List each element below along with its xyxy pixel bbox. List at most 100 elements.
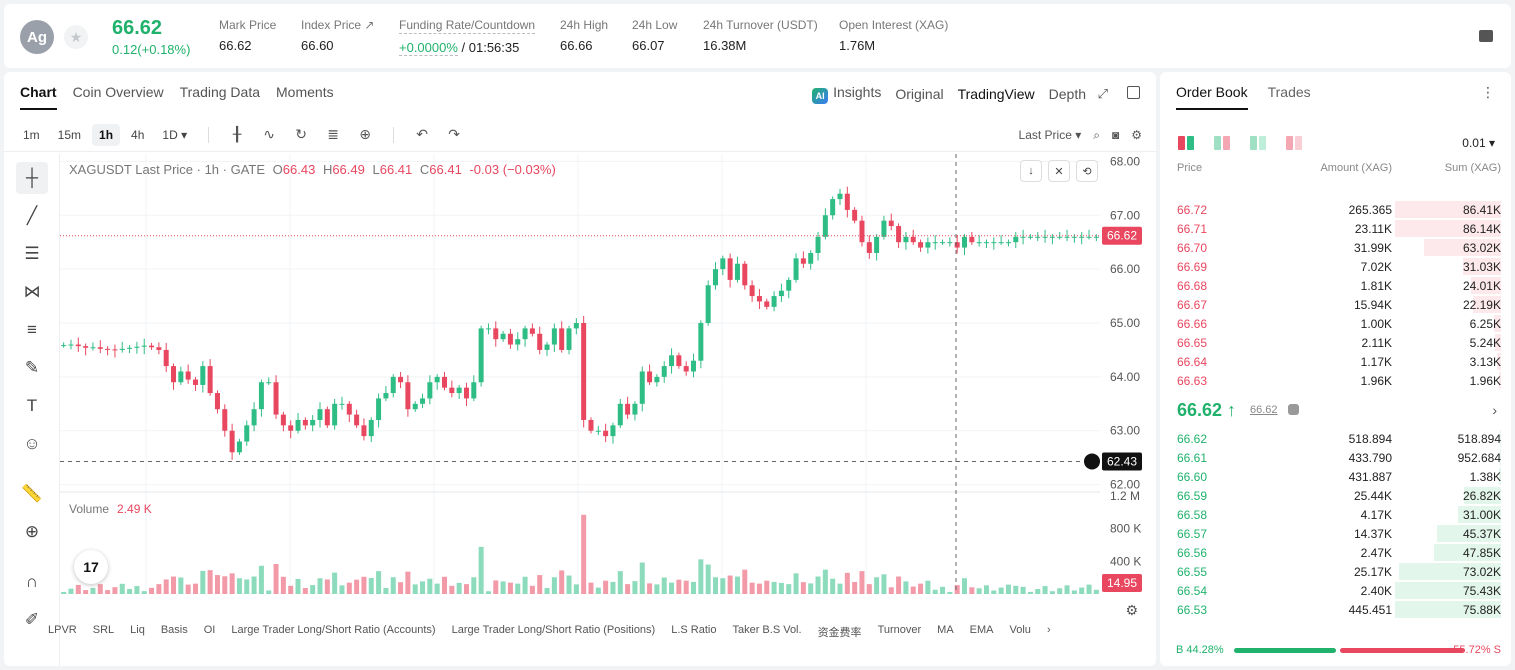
view-bids-icon[interactable] [1250,136,1266,150]
add-alert-icon[interactable] [1084,453,1100,470]
bid-row[interactable]: 66.59 25.44K 26.82K [1160,486,1511,505]
indicator-ma[interactable]: MA [937,624,954,636]
indicator-turnover[interactable]: Turnover [877,624,922,636]
tab-trading-data[interactable]: Trading Data [179,84,261,100]
indicator-liq[interactable]: Liq [130,624,145,636]
volume-bar [793,573,799,594]
indicator-oi[interactable]: OI [203,624,216,636]
add-indicator-icon[interactable]: ⊕ [359,126,371,142]
favorite-star-icon[interactable]: ★ [64,25,88,49]
more-icon[interactable]: ⋮ [1481,84,1495,100]
precision-select[interactable]: 0.01 ▾ [1462,136,1495,150]
view-depth-icon[interactable] [1286,136,1302,150]
ask-row[interactable]: 66.68 1.81K 24.01K [1160,276,1511,295]
bid-row[interactable]: 66.54 2.40K 75.43K [1160,581,1511,600]
fib-icon[interactable]: ≡ [27,320,37,339]
arrow-down-icon[interactable]: ↓ [1020,160,1042,182]
indicator-basis[interactable]: Basis [160,624,188,636]
horizontal-lines-icon[interactable]: ☰ [24,244,40,263]
loop-icon[interactable]: ⟲ [1076,160,1098,182]
volume-bar [888,587,894,594]
ask-row[interactable]: 66.63 1.96K 1.96K [1160,371,1511,390]
magnet-icon[interactable]: ∩ [25,572,39,591]
tab-chart[interactable]: Chart [20,84,57,110]
chevron-right-icon[interactable]: › [1046,624,1051,636]
bid-row[interactable]: 66.61 433.790 952.684 [1160,448,1511,467]
trend-line-icon[interactable]: ╱ [26,206,38,225]
order-book-tabs: Order Book Trades [1176,84,1311,110]
pattern-icon[interactable]: ⋈ [23,282,41,301]
bid-row[interactable]: 66.58 4.17K 31.00K [1160,505,1511,524]
view-tradingview[interactable]: TradingView [957,86,1035,102]
bid-row[interactable]: 66.56 2.47K 47.85K [1160,543,1511,562]
candle-body [61,345,67,347]
ask-row[interactable]: 66.65 2.11K 5.24K [1160,333,1511,352]
ask-row[interactable]: 66.64 1.17K 3.13K [1160,352,1511,371]
chart-settings-icon[interactable]: ⚙ [1125,602,1138,618]
chevron-right-icon[interactable]: › [1492,402,1497,418]
candlestick-chart[interactable]: 68.0067.0066.0065.0064.0063.0062.0014151… [60,154,1156,594]
stat-index-price[interactable]: Index Price ↗ 66.60 [301,18,375,53]
indicator-ltls-accounts[interactable]: Large Trader Long/Short Ratio (Accounts) [231,624,436,636]
indicator-funding-rate[interactable]: 资金费率 [817,627,862,639]
brush-icon[interactable]: ✎ [24,358,40,377]
bid-row[interactable]: 66.57 14.37K 45.37K [1160,524,1511,543]
bid-sum: 952.684 [1457,451,1501,465]
window-icon[interactable] [1127,86,1140,99]
zoom-icon[interactable]: ⊕ [24,522,40,541]
candlestick-icon[interactable]: ╂ [232,126,242,142]
tab-moments[interactable]: Moments [276,84,334,100]
ask-row[interactable]: 66.66 1.00K 6.25K [1160,314,1511,333]
ask-row[interactable]: 66.72 265.365 86.41K [1160,200,1511,219]
template-icon[interactable]: ≣ [327,126,339,142]
indicators-icon[interactable]: ∿ [263,126,275,142]
text-icon[interactable]: T [26,396,38,415]
view-depth[interactable]: Depth [1048,86,1086,102]
indicator-ema[interactable]: EMA [969,624,994,636]
timeframe-1d[interactable]: 1D ▾ [162,127,188,142]
timeframe-1h[interactable]: 1h [92,123,121,146]
ask-row[interactable]: 66.67 15.94K 22.19K [1160,295,1511,314]
ruler-icon[interactable]: 📏 [21,484,43,503]
search-icon[interactable]: ⌕ [1093,127,1100,142]
view-asks-icon[interactable] [1214,136,1230,150]
tab-order-book[interactable]: Order Book [1176,84,1248,110]
indicator-ls-ratio[interactable]: L.S Ratio [671,624,717,636]
camera-icon[interactable]: ◙ [1111,128,1120,142]
bid-row[interactable]: 66.53 445.451 75.88K [1160,600,1511,619]
price-type-select[interactable]: Last Price ▾ [1018,128,1082,142]
emoji-icon[interactable]: ☺ [23,434,41,453]
candle-body [1086,236,1092,238]
pencil-lock-icon[interactable]: ✐ [24,610,40,629]
crosshair-icon[interactable]: ┼ [16,162,48,194]
ask-row[interactable]: 66.69 7.02K 31.03K [1160,257,1511,276]
indicator-taker-vol[interactable]: Taker B.S Vol. [732,624,802,636]
book-icon[interactable] [1479,30,1493,42]
view-insights[interactable]: AI Insights [812,84,881,104]
tab-trades[interactable]: Trades [1267,84,1311,100]
tab-coin-overview[interactable]: Coin Overview [72,84,164,100]
expand-icon[interactable]: ⤢ [1097,86,1108,101]
indicator-ltls-positions[interactable]: Large Trader Long/Short Ratio (Positions… [451,624,656,636]
collapse-icon[interactable]: ✕ [1048,160,1070,182]
ask-row[interactable]: 66.70 31.99K 63.02K [1160,238,1511,257]
bid-amount: 4.17K [1360,508,1392,522]
indicator-lpvr[interactable]: LPVR [48,624,77,636]
indicator-volume[interactable]: Volu [1009,624,1031,636]
candle-body [471,382,477,399]
timeframe-15m[interactable]: 15m [57,127,82,142]
indicator-srl[interactable]: SRL [92,624,115,636]
gear-icon[interactable]: ⚙ [1131,128,1142,142]
timeframe-1m[interactable]: 1m [23,127,40,142]
tradingview-logo[interactable]: 17 [74,550,108,584]
view-original[interactable]: Original [895,86,944,102]
ask-row[interactable]: 66.71 23.11K 86.14K [1160,219,1511,238]
view-both-icon[interactable] [1178,136,1194,150]
redo-icon[interactable]: ↷ [448,126,460,142]
bid-row[interactable]: 66.60 431.887 1.38K [1160,467,1511,486]
bid-row[interactable]: 66.55 25.17K 73.02K [1160,562,1511,581]
undo-icon[interactable]: ↶ [416,126,428,142]
refresh-icon[interactable]: ↻ [295,126,307,142]
bid-row[interactable]: 66.62 518.894 518.894 [1160,429,1511,448]
timeframe-4h[interactable]: 4h [131,127,145,142]
